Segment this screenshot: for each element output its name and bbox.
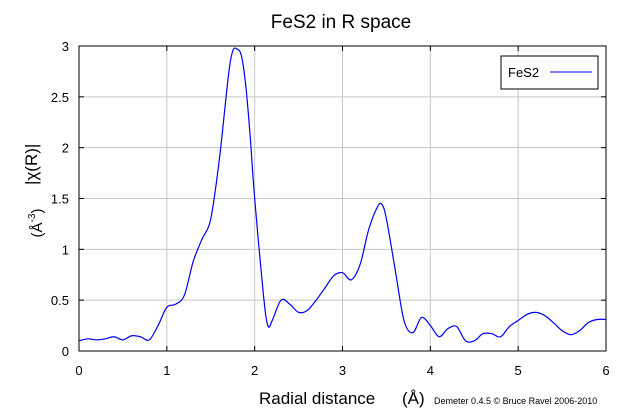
y-tick-labels: 0 0.5 1 1.5 2 2.5 3 [51, 39, 69, 359]
series-layer [78, 47, 607, 343]
y-axis-label-main: |χ(R)| [22, 144, 41, 185]
x-tick-label: 2 [251, 363, 258, 378]
x-tick-label: 1 [163, 363, 170, 378]
y-tick-label: 2 [62, 141, 69, 156]
y-tick-label: 3 [62, 39, 69, 54]
x-tick-label: 0 [75, 363, 82, 378]
svg-text:|χ(R)| (Å-3): |χ(R)| (Å-3) [22, 139, 46, 238]
x-tick-label: 6 [602, 363, 609, 378]
x-tick-label: 3 [339, 363, 346, 378]
x-tick-label: 5 [515, 363, 522, 378]
credit-text: Demeter 0.4.5 © Bruce Ravel 2006-2010 [434, 396, 597, 406]
y-tick-label: 1.5 [51, 192, 69, 207]
y-axis-label-unit-exponent: -3 [27, 213, 38, 222]
series-line-fes2 [78, 47, 607, 343]
x-tick-label: 4 [427, 363, 434, 378]
grid-lines [79, 46, 606, 351]
y-axis-label-unit: (Å [29, 222, 46, 237]
chart-title: FeS2 in R space [271, 12, 411, 33]
y-tick-label: 2.5 [51, 90, 69, 105]
legend: FeS2 [500, 55, 599, 90]
y-axis-label-unit-close: ) [29, 209, 46, 214]
y-tick-label: 1 [62, 242, 69, 257]
legend-label-fes2: FeS2 [508, 65, 539, 80]
y-tick-label: 0.5 [51, 293, 69, 308]
y-axis-label: |χ(R)| (Å-3) [22, 139, 46, 238]
y-tick-label: 0 [62, 344, 69, 359]
x-axis-label-unit: (Å) [402, 389, 425, 408]
x-axis-label: Radial distance [259, 389, 375, 408]
tick-marks [78, 45, 607, 352]
x-tick-labels: 0 1 2 3 4 5 6 [75, 363, 609, 378]
